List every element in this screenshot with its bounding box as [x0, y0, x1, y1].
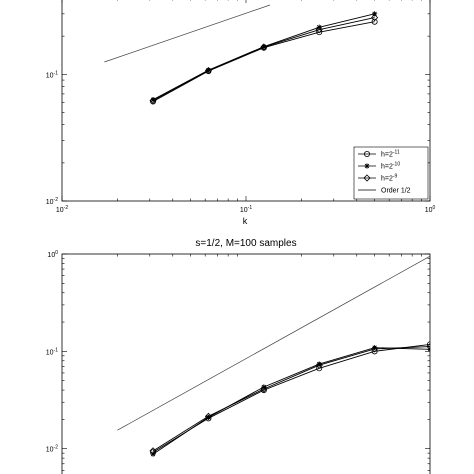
series-group: [104, 4, 379, 105]
series-line-circle: [152, 343, 430, 453]
x-tick-label: 10-1: [240, 205, 252, 214]
x-tick-label: 10-2: [56, 205, 68, 214]
data-point-diamond: [149, 447, 157, 455]
legend: h=2-11 h=2-10 h=2-9 Order 1/2: [353, 146, 429, 200]
data-point-diamond: [149, 97, 157, 105]
series-line-star: [152, 347, 430, 455]
data-point-star: [150, 97, 156, 103]
data-point-star: [261, 384, 267, 390]
data-point-diamond: [315, 26, 323, 34]
legend-entry: h=2-11: [381, 150, 400, 159]
legend-marker: [364, 163, 370, 169]
x-axis-label: k: [243, 216, 248, 226]
data-point-diamond: [426, 342, 430, 351]
legend-marker: [363, 174, 371, 182]
data-point-diamond: [204, 66, 213, 75]
y-tick-label: 100: [47, 250, 58, 259]
legend-entry: h=2-10: [381, 162, 400, 171]
data-point-diamond: [204, 412, 213, 420]
chart-1: 10-2 10-1 100 10-2 10-1 k h=2-11 h=2-10 h=2-9 Ord…: [46, 0, 436, 226]
data-point-diamond: [315, 361, 323, 369]
x-tick-label: 100: [425, 205, 436, 214]
data-point-star: [372, 345, 378, 351]
y-tick-label: 10-2: [46, 197, 58, 206]
order-reference-line: [117, 255, 430, 431]
data-point-star: [372, 11, 378, 17]
data-point-star: [205, 414, 212, 420]
data-point-diamond: [260, 385, 268, 393]
legend-entry: Order 1/2: [381, 188, 411, 195]
chart-title: s=1/2, M=100 samples: [195, 238, 296, 249]
plot-area-2: [61, 253, 431, 474]
data-point-star: [316, 361, 322, 367]
order-reference-line: [104, 4, 271, 63]
chart-2: 10-2 10-1 100 s=1/2, M=100 samples: [46, 238, 431, 474]
series-group: [117, 255, 430, 457]
legend-marker: [363, 150, 370, 157]
y-tick-label: 10-1: [46, 70, 58, 79]
data-point-star: [205, 67, 212, 73]
data-point-circle: [371, 18, 378, 25]
legend-entry: h=2-9: [381, 174, 398, 183]
data-point-star: [316, 24, 322, 30]
y-tick-label: 10-2: [46, 445, 58, 454]
data-point-diamond: [371, 14, 379, 22]
y-tick-label: 10-1: [46, 347, 58, 356]
data-point-diamond: [260, 43, 268, 51]
series-line-star: [152, 13, 375, 101]
series-line-diamond: [152, 346, 430, 452]
data-point-diamond: [371, 345, 379, 353]
series-line-diamond: [152, 17, 375, 101]
